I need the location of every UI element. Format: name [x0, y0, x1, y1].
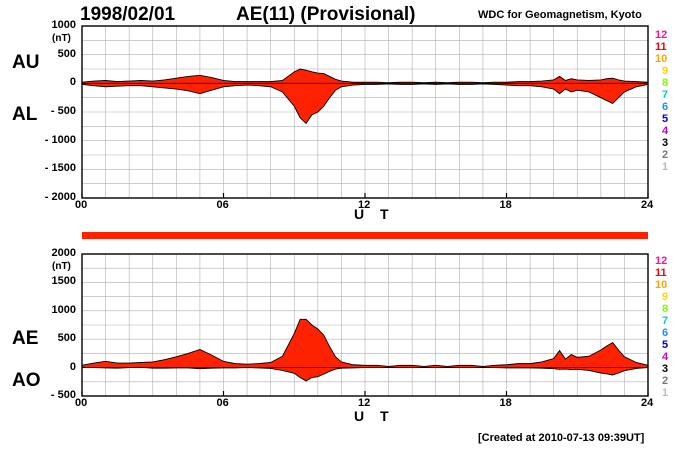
- y-tick-label: 1000: [51, 19, 76, 31]
- series-ae-line: [81, 318, 649, 367]
- legend-item-9: 9: [662, 291, 669, 303]
- y-tick-label: 2000: [51, 247, 76, 259]
- legend-item-4: 4: [662, 351, 669, 363]
- legend-item-2: 2: [662, 375, 669, 387]
- y-tick-label: - 1000: [44, 133, 76, 146]
- legend-item-9: 9: [662, 65, 669, 77]
- x-tick-label: 24: [641, 397, 654, 409]
- x-tick-label: 12: [358, 199, 371, 211]
- x-axis-label-bottom: U T: [354, 408, 395, 424]
- legend-item-1: 1: [662, 161, 669, 173]
- x-tick-label: 06: [216, 199, 229, 211]
- x-tick-label: 00: [75, 397, 88, 409]
- x-tick-label: 24: [641, 199, 654, 211]
- data-coverage-bar: [82, 232, 648, 239]
- y-tick-label: - 500: [50, 105, 76, 117]
- legend-item-7: 7: [662, 315, 669, 327]
- al-label: AL: [12, 104, 38, 125]
- legend-item-3: 3: [662, 137, 669, 149]
- panel-2: [81, 253, 649, 397]
- x-tick-label: 18: [499, 199, 512, 211]
- y-tick-label: - 2000: [44, 191, 76, 203]
- y-tick-label: 500: [57, 47, 76, 60]
- legend-item-5: 5: [662, 339, 669, 351]
- source-label: WDC for Geomagnetism, Kyoto: [478, 9, 642, 21]
- legend-item-8: 8: [662, 303, 669, 315]
- au-label: AU: [12, 52, 40, 73]
- x-tick-label: 00: [75, 199, 88, 211]
- x-tick-label: 12: [358, 397, 371, 409]
- legend-item-10: 10: [655, 53, 668, 65]
- x-axis-label-top: U T: [354, 206, 395, 222]
- series-au-line: [81, 68, 649, 84]
- x-tick-label: 06: [216, 397, 229, 409]
- legend-item-11: 11: [655, 41, 667, 53]
- legend-item-4: 4: [662, 125, 669, 137]
- ao-label: AO: [12, 370, 41, 391]
- y-tick-label: 0: [69, 76, 76, 89]
- legend-item-1: 1: [662, 387, 669, 399]
- created-timestamp: [Created at 2010-07-13 09:39UT]: [478, 432, 645, 444]
- y-tick-label: 1500: [51, 275, 76, 288]
- legend-item-3: 3: [662, 363, 669, 375]
- y-tick-label: - 1500: [44, 162, 76, 175]
- unit-label-top: (nT): [52, 33, 71, 44]
- y-tick-label: 1000: [51, 303, 76, 316]
- legend-item-12: 12: [655, 29, 668, 41]
- x-tick-label: 18: [499, 397, 512, 409]
- legend-item-8: 8: [662, 77, 669, 89]
- legend-item-12: 12: [655, 255, 668, 267]
- legend-item-11: 11: [655, 267, 667, 279]
- panel-1: [81, 25, 649, 199]
- legend-item-10: 10: [655, 279, 668, 291]
- legend-item-6: 6: [662, 101, 669, 113]
- area-fill: [82, 319, 648, 381]
- legend-item-2: 2: [662, 149, 669, 161]
- legend-item-5: 5: [662, 113, 669, 125]
- ae-label: AE: [12, 328, 39, 349]
- legend-item-6: 6: [662, 327, 669, 339]
- chart-title: AE(11) (Provisional): [236, 4, 416, 25]
- y-tick-label: 0: [69, 360, 76, 373]
- unit-label-bottom: (nT): [52, 261, 71, 272]
- date-label: 1998/02/01: [80, 4, 176, 25]
- y-tick-label: - 500: [50, 389, 76, 401]
- legend-item-7: 7: [662, 89, 669, 101]
- series-al-line: [81, 83, 649, 125]
- y-tick-label: 500: [57, 332, 76, 345]
